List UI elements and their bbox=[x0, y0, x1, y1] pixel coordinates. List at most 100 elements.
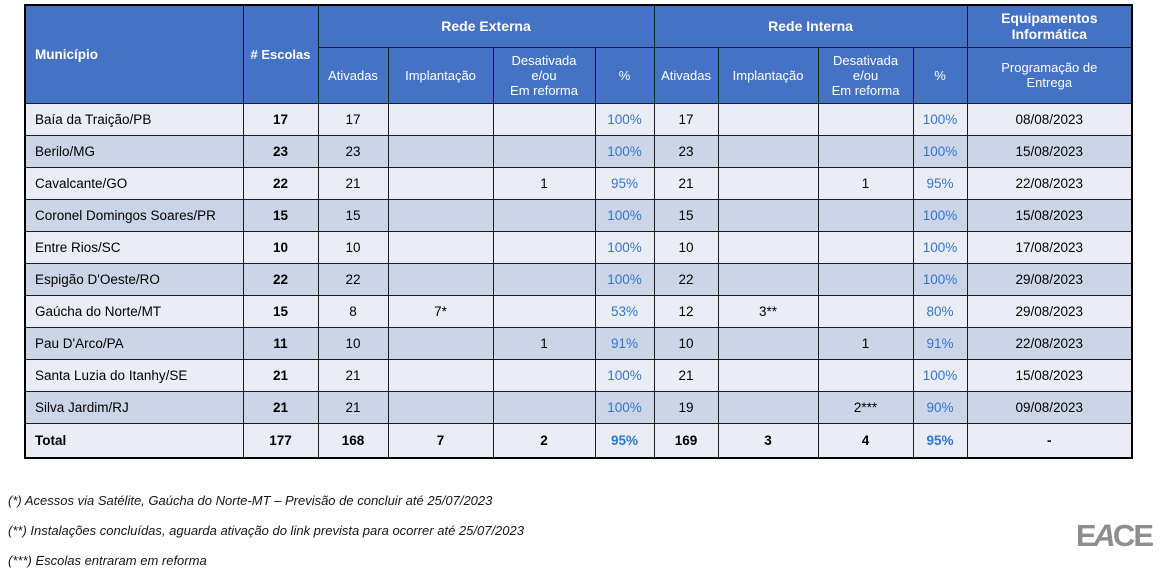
cell-entrega: 22/08/2023 bbox=[966, 326, 1133, 360]
col-header-int-desativada: Desativada e/ou Em reforma bbox=[817, 46, 914, 104]
cell-int-desativada: 2*** bbox=[817, 390, 914, 424]
cell-municipio: Pau D'Arco/PA bbox=[24, 326, 244, 360]
eace-logo: EACE bbox=[1075, 518, 1154, 553]
cell-ext-pct: 100% bbox=[594, 358, 655, 392]
cell-int-implantacao bbox=[717, 358, 819, 392]
cell-int-implantacao bbox=[717, 326, 819, 360]
col-header-ext-implantacao: Implantação bbox=[387, 46, 494, 104]
cell-ext-implantacao bbox=[387, 102, 494, 136]
cell-ext-implantacao bbox=[387, 134, 494, 168]
table-row: Espigão D'Oeste/RO 22 22 100% 22 100% 29/08/20… bbox=[24, 262, 1133, 296]
cell-entrega: 15/08/2023 bbox=[966, 134, 1133, 168]
cell-num-escolas: 21 bbox=[242, 390, 319, 424]
footnote-satellite: (*) Acessos via Satélite, Gaúcha do Nort… bbox=[8, 492, 493, 508]
cell-int-pct: 100% bbox=[912, 102, 968, 136]
cell-ext-pct: 100% bbox=[594, 198, 655, 232]
col-group-equipamentos-informatica: Equipamentos Informática bbox=[966, 4, 1133, 48]
col-header-escolas: # Escolas bbox=[242, 4, 319, 104]
cell-num-escolas: 15 bbox=[242, 198, 319, 232]
cell-int-ativadas: 10 bbox=[653, 230, 719, 264]
cell-int-implantacao: 3 bbox=[717, 422, 819, 458]
cell-municipio: Entre Rios/SC bbox=[24, 230, 244, 264]
cell-ext-desativada bbox=[492, 134, 596, 168]
cell-ext-implantacao bbox=[387, 326, 494, 360]
school-network-status-table: Município # Escolas Rede Externa Rede In… bbox=[24, 4, 1134, 459]
cell-ext-ativadas: 17 bbox=[317, 102, 389, 136]
cell-int-ativadas: 21 bbox=[653, 166, 719, 200]
cell-ext-implantacao: 7 bbox=[387, 422, 494, 458]
cell-int-desativada bbox=[817, 102, 914, 136]
cell-entrega: 15/08/2023 bbox=[966, 358, 1133, 392]
cell-ext-pct: 91% bbox=[594, 326, 655, 360]
total-row: Total 177 168 7 2 95% 169 3 4 95% - bbox=[24, 422, 1133, 458]
col-header-ext-pct: % bbox=[594, 46, 655, 104]
cell-num-escolas: 11 bbox=[242, 326, 319, 360]
cell-num-escolas: 22 bbox=[242, 262, 319, 296]
table-header: Município # Escolas Rede Externa Rede In… bbox=[24, 4, 1133, 104]
cell-int-desativada: 4 bbox=[817, 422, 914, 458]
col-group-rede-interna: Rede Interna bbox=[653, 4, 968, 48]
cell-ext-implantacao bbox=[387, 390, 494, 424]
cell-ext-desativada bbox=[492, 102, 596, 136]
cell-municipio: Baía da Traição/PB bbox=[24, 102, 244, 136]
cell-int-ativadas: 22 bbox=[653, 262, 719, 296]
table-row: Baía da Traição/PB 17 17 100% 17 100% 08/08/20… bbox=[24, 102, 1133, 136]
cell-municipio: Total bbox=[24, 422, 244, 458]
table-row: Berilo/MG 23 23 100% 23 100% 15/08/2023 bbox=[24, 134, 1133, 168]
cell-ext-desativada bbox=[492, 230, 596, 264]
logo-letter: E bbox=[1133, 518, 1154, 553]
cell-int-ativadas: 169 bbox=[653, 422, 719, 458]
col-header-int-implantacao: Implantação bbox=[717, 46, 819, 104]
cell-ext-implantacao bbox=[387, 358, 494, 392]
cell-ext-ativadas: 10 bbox=[317, 326, 389, 360]
col-header-int-pct: % bbox=[912, 46, 968, 104]
cell-int-desativada: 1 bbox=[817, 326, 914, 360]
cell-int-ativadas: 15 bbox=[653, 198, 719, 232]
cell-int-pct: 95% bbox=[912, 166, 968, 200]
cell-ext-implantacao: 7* bbox=[387, 294, 494, 328]
col-header-int-ativadas: Ativadas bbox=[653, 46, 719, 104]
cell-num-escolas: 177 bbox=[242, 422, 319, 458]
cell-int-implantacao: 3** bbox=[717, 294, 819, 328]
cell-entrega: 09/08/2023 bbox=[966, 390, 1133, 424]
cell-int-pct: 100% bbox=[912, 198, 968, 232]
cell-ext-ativadas: 21 bbox=[317, 166, 389, 200]
cell-ext-desativada bbox=[492, 390, 596, 424]
footnotes: (*) Acessos via Satélite, Gaúcha do Nort… bbox=[8, 493, 1162, 568]
cell-ext-desativada bbox=[492, 262, 596, 296]
footnote-link-activation: (**) Instalações concluídas, aguarda ati… bbox=[8, 522, 524, 538]
cell-ext-pct: 100% bbox=[594, 230, 655, 264]
cell-ext-ativadas: 10 bbox=[317, 230, 389, 264]
cell-ext-ativadas: 21 bbox=[317, 390, 389, 424]
cell-municipio: Silva Jardim/RJ bbox=[24, 390, 244, 424]
cell-ext-desativada bbox=[492, 198, 596, 232]
cell-num-escolas: 23 bbox=[242, 134, 319, 168]
cell-int-pct: 90% bbox=[912, 390, 968, 424]
table-row: Cavalcante/GO 22 21 1 95% 21 1 95% 22/08/2023 bbox=[24, 166, 1133, 200]
col-header-ext-ativadas: Ativadas bbox=[317, 46, 389, 104]
cell-ext-implantacao bbox=[387, 198, 494, 232]
cell-ext-implantacao bbox=[387, 166, 494, 200]
cell-int-ativadas: 23 bbox=[653, 134, 719, 168]
cell-int-desativada bbox=[817, 358, 914, 392]
cell-num-escolas: 17 bbox=[242, 102, 319, 136]
cell-int-implantacao bbox=[717, 198, 819, 232]
cell-ext-implantacao bbox=[387, 262, 494, 296]
cell-int-implantacao bbox=[717, 230, 819, 264]
cell-int-pct: 100% bbox=[912, 134, 968, 168]
cell-num-escolas: 15 bbox=[242, 294, 319, 328]
cell-num-escolas: 22 bbox=[242, 166, 319, 200]
cell-ext-pct: 95% bbox=[594, 166, 655, 200]
cell-entrega: 29/08/2023 bbox=[966, 262, 1133, 296]
cell-ext-ativadas: 23 bbox=[317, 134, 389, 168]
cell-entrega: 29/08/2023 bbox=[966, 294, 1133, 328]
logo-letter: E bbox=[1075, 518, 1097, 553]
cell-int-desativada: 1 bbox=[817, 166, 914, 200]
cell-ext-pct: 100% bbox=[594, 102, 655, 136]
cell-municipio: Coronel Domingos Soares/PR bbox=[24, 198, 244, 232]
cell-ext-desativada bbox=[492, 294, 596, 328]
cell-ext-implantacao bbox=[387, 230, 494, 264]
table-body: Baía da Traição/PB 17 17 100% 17 100% 08/08/20… bbox=[24, 102, 1133, 458]
cell-int-desativada bbox=[817, 198, 914, 232]
cell-int-implantacao bbox=[717, 262, 819, 296]
